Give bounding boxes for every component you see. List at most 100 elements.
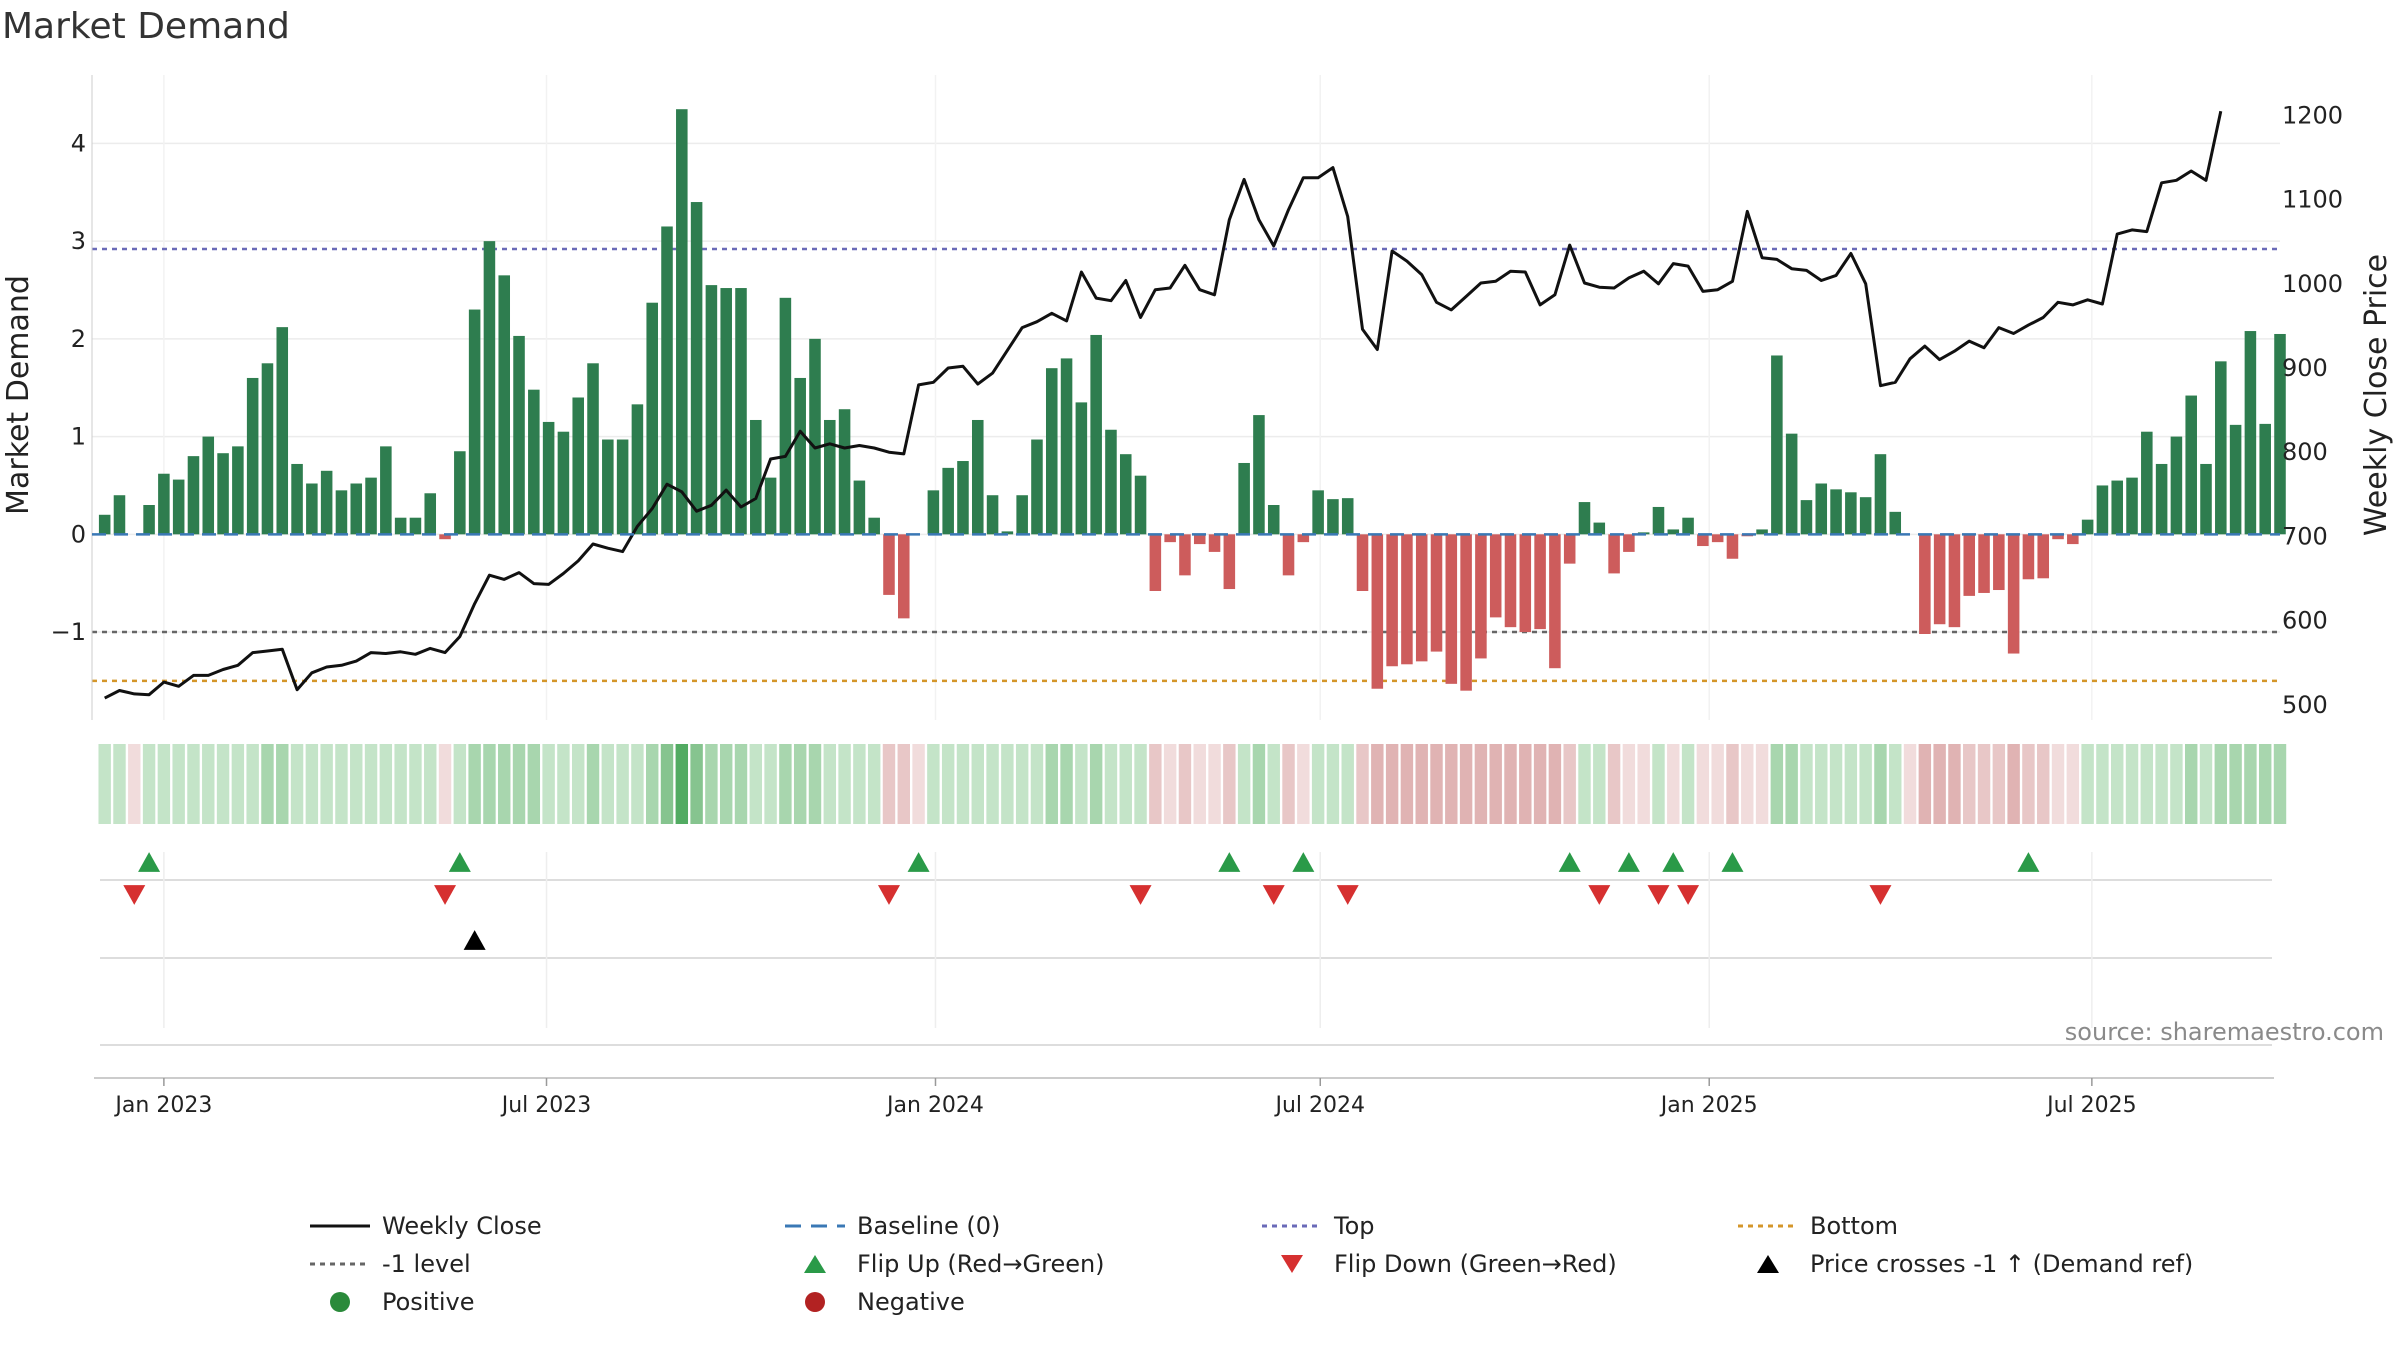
demand-strip-cell [572, 744, 585, 824]
positive-demand-bar [1253, 415, 1265, 535]
positive-demand-bar [1667, 529, 1680, 535]
y2-tick-label: 900 [2282, 354, 2328, 382]
demand-strip-cell [468, 744, 481, 824]
legend-label: Price crosses -1 ↑ (Demand ref) [1810, 1250, 2193, 1278]
demand-strip-cell [2037, 744, 2050, 824]
negative-demand-bar [1608, 534, 1620, 574]
demand-strip-cell [1755, 744, 1769, 824]
flip-up-marker [2017, 852, 2040, 872]
demand-strip-cell [1119, 744, 1132, 824]
positive-demand-bar [424, 493, 437, 535]
positive-demand-bar [602, 439, 614, 535]
positive-demand-bar [1771, 355, 1783, 535]
positive-demand-bar [557, 431, 570, 535]
demand-strip-cell [394, 744, 407, 824]
demand-heat-strip [98, 744, 2287, 824]
demand-strip-cell [453, 744, 467, 824]
legend-item-positive: Positive [330, 1288, 475, 1316]
flip-up-marker [1218, 852, 1241, 872]
demand-strip-cell [2214, 744, 2228, 824]
legend-label: Flip Down (Green→Red) [1334, 1250, 1617, 1278]
demand-strip-cell [1652, 744, 1665, 824]
demand-strip-cell [1474, 744, 1488, 824]
demand-strip-cell [379, 744, 393, 824]
demand-strip-cell [1578, 744, 1591, 824]
negative-demand-bar [1179, 534, 1191, 576]
demand-strip-cell [1104, 744, 1118, 824]
legend-item-flip_up: Flip Up (Red→Green) [804, 1250, 1105, 1278]
positive-demand-bar [986, 495, 999, 535]
flip-down-marker [434, 885, 457, 905]
positive-demand-bar [1859, 497, 1872, 535]
demand-strip-cell [1178, 744, 1192, 824]
positive-demand-bar [1327, 499, 1339, 535]
demand-strip-cell [838, 744, 851, 824]
demand-strip-cell [2155, 744, 2168, 824]
negative-demand-bar [883, 534, 895, 595]
flip-up-marker [1662, 852, 1685, 872]
positive-demand-bar [676, 109, 688, 535]
demand-strip-cell [364, 744, 378, 824]
demand-strip-cell [2081, 744, 2094, 824]
demand-strip-cell [823, 744, 837, 824]
negative-demand-bar [1534, 534, 1546, 630]
flip-down-marker [1677, 885, 1700, 905]
demand-strip-cell [1741, 744, 1754, 824]
positive-demand-bar [1031, 439, 1043, 535]
demand-strip-cell [1385, 744, 1399, 824]
flip-down-marker [1588, 885, 1611, 905]
demand-strip-cell [2140, 744, 2154, 824]
demand-strip-cell [483, 744, 496, 824]
demand-strip-cell [1134, 744, 1147, 824]
positive-demand-bar [1060, 358, 1073, 535]
demand-strip-cell [1963, 744, 1976, 824]
positive-demand-bar [291, 463, 303, 535]
y-tick-label: 2 [71, 325, 86, 353]
positive-demand-bar [2185, 395, 2197, 535]
positive-demand-bar [528, 389, 540, 535]
positive-demand-bar [735, 288, 747, 535]
demand-strip-cell [853, 744, 866, 824]
positive-demand-bar [2215, 361, 2227, 535]
positive-demand-bar [335, 490, 348, 535]
y2-tick-label: 1100 [2282, 186, 2343, 214]
demand-strip-cell [1637, 744, 1650, 824]
positive-demand-bar [172, 479, 185, 535]
positive-demand-bar [232, 446, 244, 535]
positive-demand-bar [2141, 431, 2153, 535]
demand-strip-cell [1889, 744, 1902, 824]
demand-strip-cell [409, 744, 422, 824]
flip-down-marker [1129, 885, 1152, 905]
flip-up-marker [907, 852, 930, 872]
date-tick-label: Jan 2025 [1659, 1093, 1758, 1118]
demand-strip-cell [1001, 744, 1014, 824]
positive-demand-bar [971, 419, 984, 535]
positive-demand-bar [794, 377, 806, 535]
demand-strip-cell [335, 744, 348, 824]
axes: −1 0 1 2 3 4 500 600 700 800 900 1000 1100 1200 [51, 75, 2343, 720]
demand-strip-cell [246, 744, 259, 824]
negative-demand-bar [1933, 534, 1946, 625]
positive-demand-bar [838, 409, 851, 535]
demand-strip-cell [2066, 744, 2080, 824]
demand-strip-cell [1622, 744, 1636, 824]
negative-demand-bar [1149, 534, 1162, 591]
positive-demand-bar [261, 363, 274, 535]
y-tick-label: −1 [51, 618, 86, 646]
positive-demand-bar [276, 327, 289, 535]
negative-demand-bar [1504, 534, 1517, 628]
y2-tick-label: 800 [2282, 438, 2328, 466]
demand-strip-cell [1356, 744, 1369, 824]
demand-strip-cell [1977, 744, 1991, 824]
positive-demand-bar [646, 302, 658, 535]
demand-strip-cell [808, 744, 822, 824]
demand-strip-cell [1859, 744, 1872, 824]
positive-demand-bar [306, 483, 318, 535]
demand-strip-cell [1489, 744, 1502, 824]
positive-demand-bar [868, 517, 880, 535]
demand-strip-cell [1045, 744, 1058, 824]
demand-strip-cell [1815, 744, 1828, 824]
positive-demand-bar [2170, 436, 2183, 535]
demand-strip-cell [1030, 744, 1044, 824]
positive-demand-bar [2096, 485, 2109, 535]
